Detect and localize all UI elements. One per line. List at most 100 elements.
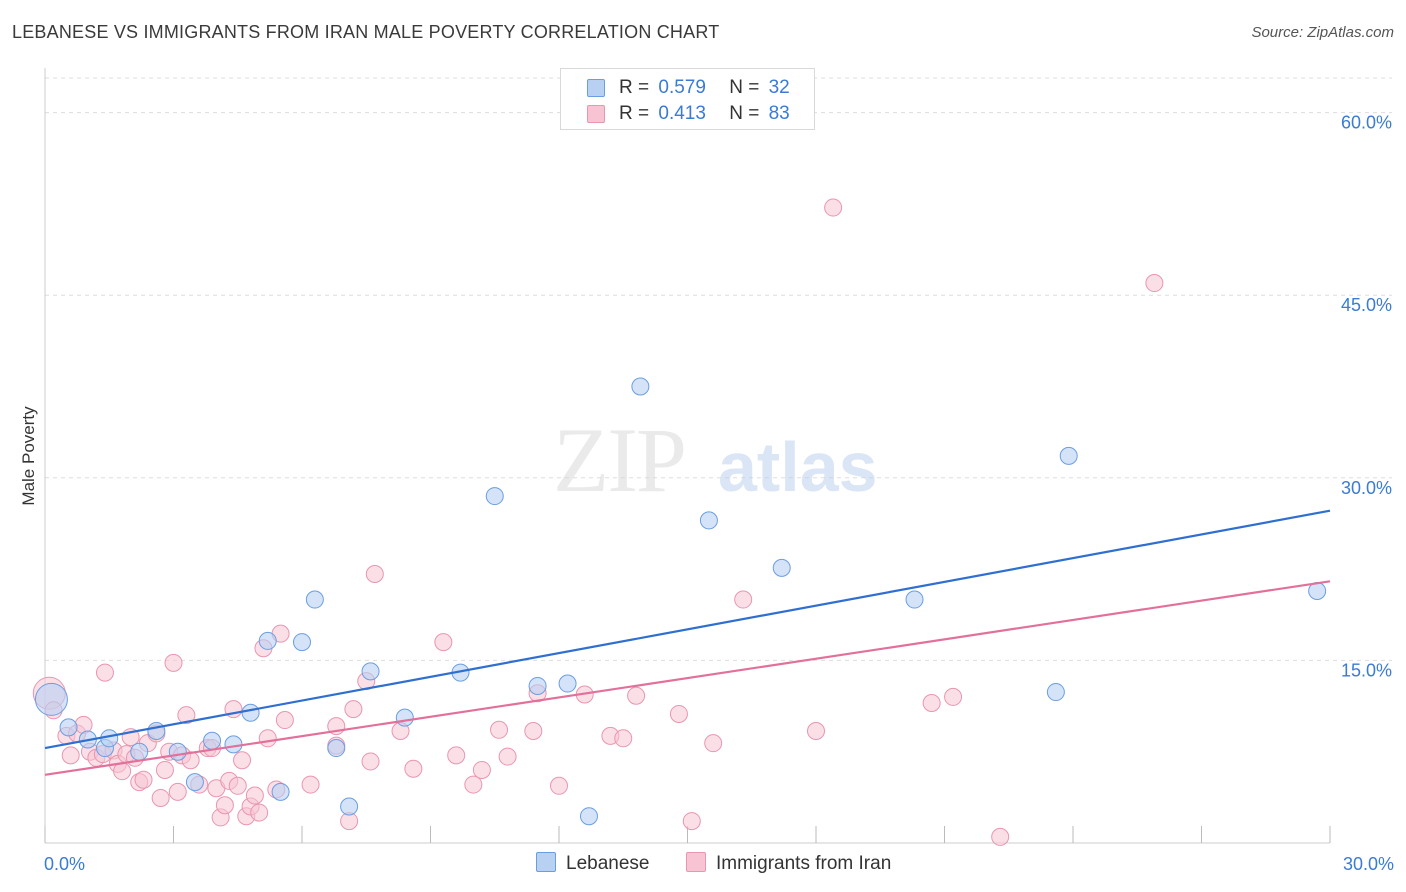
lebanese-point xyxy=(631,377,650,396)
iran-point xyxy=(365,564,384,583)
y-axis-label: Male Poverty xyxy=(19,406,38,506)
iran-point xyxy=(215,796,234,815)
lebanese-point xyxy=(203,731,222,750)
legend-r-label: R = xyxy=(619,77,650,98)
lebanese-points xyxy=(34,377,1327,826)
iran-point xyxy=(490,720,509,739)
lebanese-point xyxy=(147,722,166,741)
lebanese-point xyxy=(185,773,204,792)
iran-point xyxy=(134,770,153,789)
x-tick-label: 30.0% xyxy=(1343,854,1394,874)
chart-title: LEBANESE VS IMMIGRANTS FROM IRAN MALE PO… xyxy=(12,22,720,42)
lebanese-point xyxy=(772,558,791,577)
lebanese-point xyxy=(34,682,68,716)
bottom-legend-label: Lebanese xyxy=(566,853,650,874)
lebanese-point xyxy=(293,633,311,652)
iran-point xyxy=(151,788,170,807)
y-tick-label: 30.0% xyxy=(1341,478,1392,498)
iran-point xyxy=(824,198,843,217)
iran-swatch xyxy=(686,852,706,872)
lebanese-trend-line xyxy=(44,509,1331,750)
lebanese-point xyxy=(327,739,346,758)
trend-lines xyxy=(44,509,1331,776)
iran-point xyxy=(464,775,483,794)
iran-point xyxy=(95,663,114,682)
iran-point xyxy=(344,700,363,719)
lebanese-point xyxy=(224,735,243,754)
legend-n-label: N = xyxy=(729,103,760,124)
bottom-legend-iran: Immigrants from Iran xyxy=(686,852,891,875)
iran-point xyxy=(550,776,568,795)
watermark: ZIP atlas xyxy=(553,409,878,511)
iran-point xyxy=(228,776,247,795)
iran-point xyxy=(704,734,723,753)
iran-point xyxy=(233,751,252,770)
y-tick-label: 45.0% xyxy=(1341,295,1392,315)
iran-point xyxy=(113,762,132,781)
iran-point xyxy=(991,827,1010,846)
lebanese-point xyxy=(59,718,78,737)
lebanese-point xyxy=(168,742,187,761)
bottom-legend-lebanese: Lebanese xyxy=(536,852,649,875)
lebanese-point xyxy=(340,797,359,816)
iran-point xyxy=(627,686,646,705)
lebanese-point xyxy=(271,782,290,801)
iran-point xyxy=(181,751,200,770)
lebanese-swatch xyxy=(587,79,605,97)
iran-point xyxy=(807,722,825,741)
lebanese-point xyxy=(241,703,260,722)
iran-point xyxy=(177,706,196,725)
grid-lines xyxy=(45,77,1392,661)
iran-point xyxy=(155,760,174,779)
legend-n-value: 32 xyxy=(768,77,790,98)
lebanese-point xyxy=(258,631,277,650)
source-label: Source: ZipAtlas.com xyxy=(1251,24,1394,41)
lebanese-swatch xyxy=(536,852,556,872)
iran-point xyxy=(250,803,269,822)
lebanese-point xyxy=(485,487,504,506)
legend-r-value: 0.579 xyxy=(658,77,706,98)
legend-r-label: R = xyxy=(619,103,650,124)
lebanese-point xyxy=(305,590,324,609)
iran-point xyxy=(404,759,423,778)
iran-point xyxy=(258,729,277,748)
stats-legend: R = 0.579 N = 32 R = 0.413 N = 83 xyxy=(560,68,815,130)
iran-point xyxy=(168,782,187,801)
tick-labels: 15.0% 30.0% 45.0% 60.0% 0.0% 30.0% xyxy=(44,113,1394,874)
lebanese-point xyxy=(558,674,577,693)
iran-point xyxy=(498,747,517,766)
lebanese-point xyxy=(361,662,380,681)
watermark-zip: ZIP xyxy=(553,409,685,511)
legend-n-label: N = xyxy=(729,77,760,98)
lebanese-point xyxy=(579,807,598,826)
iran-point xyxy=(434,633,453,652)
iran-point xyxy=(944,687,963,706)
iran-point xyxy=(447,746,466,765)
iran-point xyxy=(361,752,380,771)
lebanese-point xyxy=(699,511,718,530)
iran-point xyxy=(245,786,264,805)
y-tick-label: 60.0% xyxy=(1341,113,1392,133)
lebanese-point xyxy=(130,742,149,761)
iran-point xyxy=(682,812,701,831)
lebanese-point xyxy=(395,708,414,727)
iran-point xyxy=(275,711,294,730)
iran-point xyxy=(524,722,543,741)
lebanese-point xyxy=(1059,446,1078,465)
bottom-legend-label: Immigrants from Iran xyxy=(716,853,892,874)
iran-trend-line xyxy=(44,580,1331,776)
iran-point xyxy=(472,760,491,779)
y-tick-label: 15.0% xyxy=(1341,660,1392,680)
legend-r-value: 0.413 xyxy=(658,103,706,124)
iran-point xyxy=(164,653,183,672)
axes xyxy=(44,68,1331,844)
iran-point xyxy=(922,694,941,713)
iran-point xyxy=(669,704,688,723)
lebanese-point xyxy=(905,590,924,609)
lebanese-point xyxy=(1046,683,1065,702)
iran-point xyxy=(61,746,80,765)
iran-point xyxy=(1145,274,1164,293)
legend-n-value: 83 xyxy=(768,103,790,124)
x-tick-label: 0.0% xyxy=(44,854,85,874)
